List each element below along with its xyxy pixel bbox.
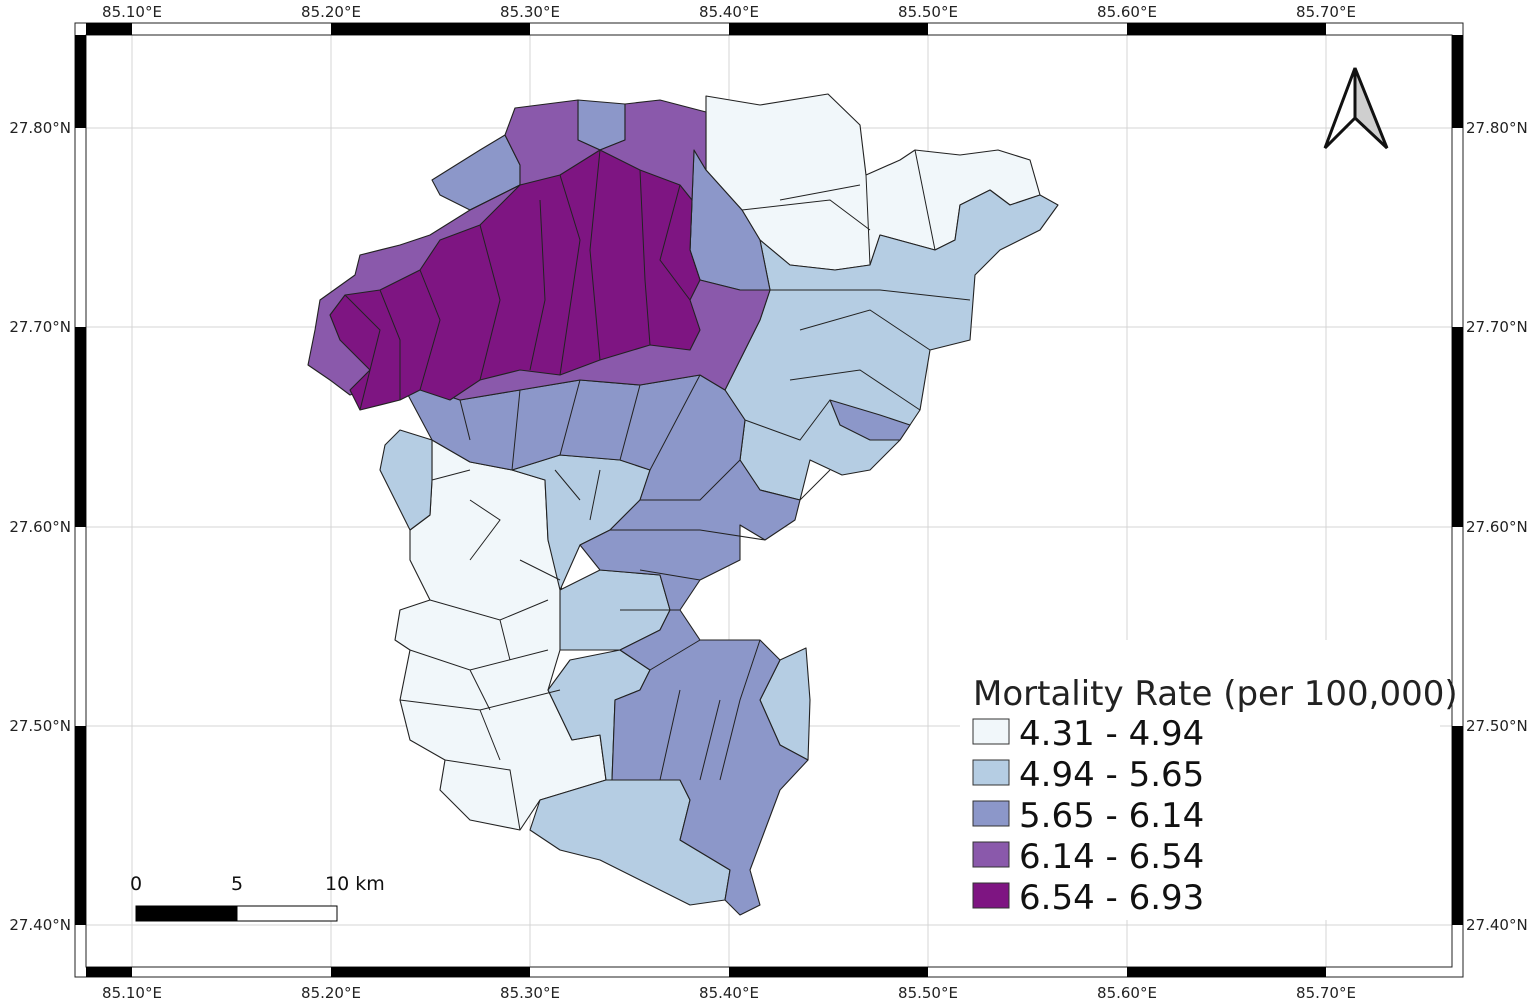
scale-bar-black-segment	[135, 905, 238, 922]
lon-labels-top: 85.10°E 85.20°E 85.30°E 85.40°E 85.50°E …	[102, 3, 1356, 21]
legend-label-5: 6.54 - 6.93	[1019, 878, 1204, 918]
lon-labels-bottom: 85.10°E 85.20°E 85.30°E 85.40°E 85.50°E …	[102, 984, 1356, 1002]
lon-label-top: 85.20°E	[301, 3, 361, 21]
lon-label-top: 85.40°E	[699, 3, 759, 21]
legend-swatch-2	[972, 759, 1010, 786]
lat-labels-left: 27.80°N 27.70°N 27.60°N 27.50°N 27.40°N	[9, 119, 71, 934]
lat-labels-right: 27.80°N 27.70°N 27.60°N 27.50°N 27.40°N	[1466, 119, 1528, 934]
lon-label-bottom: 85.10°E	[102, 984, 162, 1002]
frame-top-seg-3	[729, 23, 928, 35]
lat-label-right: 27.60°N	[1466, 518, 1528, 536]
lon-label-bottom: 85.50°E	[898, 984, 958, 1002]
lon-label-bottom: 85.20°E	[301, 984, 361, 1002]
lon-label-top: 85.70°E	[1296, 3, 1356, 21]
frame-right-seg-1	[1452, 35, 1463, 128]
legend-label-4: 6.14 - 6.54	[1019, 837, 1204, 877]
legend-background	[960, 640, 1440, 920]
lon-label-bottom: 85.60°E	[1097, 984, 1157, 1002]
lat-label-right: 27.50°N	[1466, 717, 1528, 735]
legend-title: Mortality Rate (per 100,000)	[973, 674, 1458, 714]
lat-label-left: 27.60°N	[9, 518, 71, 536]
lat-label-right: 27.40°N	[1466, 916, 1528, 934]
legend-swatch-4	[972, 841, 1010, 868]
frame-bottom-seg-4	[1127, 967, 1326, 977]
lon-label-top: 85.30°E	[500, 3, 560, 21]
region-boundaries	[344, 149, 971, 831]
frame-bottom-seg-1	[86, 967, 132, 977]
legend-swatch-5	[972, 882, 1010, 909]
lat-label-left: 27.40°N	[9, 916, 71, 934]
frame-right-seg-2	[1452, 327, 1463, 527]
lon-label-top: 85.60°E	[1097, 3, 1157, 21]
scale-bar-white-segment	[236, 905, 338, 922]
lat-label-right: 27.80°N	[1466, 119, 1528, 137]
lon-label-bottom: 85.70°E	[1296, 984, 1356, 1002]
frame-bottom-seg-3	[729, 967, 928, 977]
region-southeast-tail-mid[interactable]	[829, 399, 911, 441]
frame-top-seg-1	[86, 23, 132, 35]
legend-swatch-3	[972, 800, 1010, 827]
north-arrow-right-half	[1353, 67, 1389, 150]
lon-label-top: 85.10°E	[102, 3, 162, 21]
lon-label-bottom: 85.40°E	[699, 984, 759, 1002]
frame-left-seg-3	[75, 726, 86, 925]
lon-label-top: 85.50°E	[898, 3, 958, 21]
scale-label-5: 5	[231, 873, 243, 895]
frame-right-seg-3	[1452, 726, 1463, 925]
legend-swatch-1	[972, 718, 1010, 745]
lat-label-left: 27.80°N	[9, 119, 71, 137]
legend-label-3: 5.65 - 6.14	[1019, 796, 1204, 836]
lat-label-left: 27.50°N	[9, 717, 71, 735]
lat-label-right: 27.70°N	[1466, 318, 1528, 336]
scale-label-0: 0	[130, 873, 142, 895]
legend-label-2: 4.94 - 5.65	[1019, 755, 1204, 795]
region-central-mid[interactable]	[399, 374, 809, 916]
legend-label-1: 4.31 - 4.94	[1019, 714, 1204, 754]
map-frame	[74, 22, 1464, 978]
region-core-darkest[interactable]	[329, 149, 701, 411]
scale-label-10: 10 km	[325, 873, 385, 895]
lon-label-bottom: 85.30°E	[500, 984, 560, 1002]
region-west-lightblue[interactable]	[379, 429, 433, 531]
frame-top-seg-4	[1127, 23, 1326, 35]
legend: Mortality Rate (per 100,000) 4.31 - 4.94…	[960, 640, 1458, 920]
north-arrow-icon	[1323, 67, 1389, 150]
frame-left-seg-2	[75, 327, 86, 527]
frame-top-seg-2	[331, 23, 530, 35]
frame-bottom-seg-2	[331, 967, 530, 977]
lat-label-left: 27.70°N	[9, 318, 71, 336]
frame-left-seg-1	[75, 35, 86, 128]
choropleth-regions	[307, 93, 1059, 916]
scale-bar: 0 5 10 km	[130, 873, 385, 922]
